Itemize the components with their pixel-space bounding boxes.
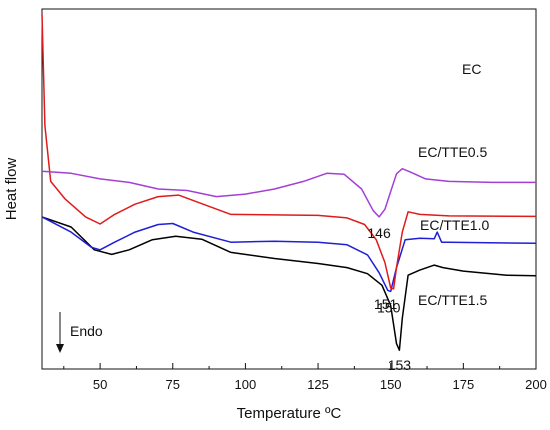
peak-label: 153	[388, 357, 412, 373]
peak-label: 151	[374, 296, 398, 312]
x-axis-title: Temperature ºC	[237, 405, 342, 422]
plot-frame	[41, 8, 537, 370]
label-layer: EC 153 EC/TTE0.5 150 EC/TTE1.0 151 EC/TTE1.5 14…	[367, 61, 489, 373]
x-tick-label: 125	[307, 377, 329, 392]
x-tick-label: 100	[235, 377, 257, 392]
x-tick-label: 175	[453, 377, 475, 392]
series-line-0	[41, 216, 537, 351]
x-tick-label: 200	[525, 377, 547, 392]
x-tick-label: 150	[380, 377, 402, 392]
endo-label: Endo	[70, 323, 103, 339]
peak-label: 146	[367, 225, 391, 241]
endo-arrow-icon	[56, 344, 64, 353]
series-line-2	[41, 14, 537, 290]
y-axis-title: Heat flow	[3, 158, 20, 221]
series-line-1	[41, 216, 537, 293]
series-layer	[41, 14, 537, 351]
peak-label: 150	[377, 299, 401, 315]
series-label: EC	[462, 61, 481, 77]
x-tick-label: 50	[93, 377, 107, 392]
series-label: EC/TTE1.5	[418, 292, 487, 308]
x-tick-label: 75	[166, 377, 180, 392]
x-axis: 50 75 100 125 150 175 200	[63, 363, 547, 392]
series-label: EC/TTE0.5	[418, 144, 487, 160]
series-line-3	[41, 167, 536, 218]
series-label: EC/TTE1.0	[420, 217, 489, 233]
